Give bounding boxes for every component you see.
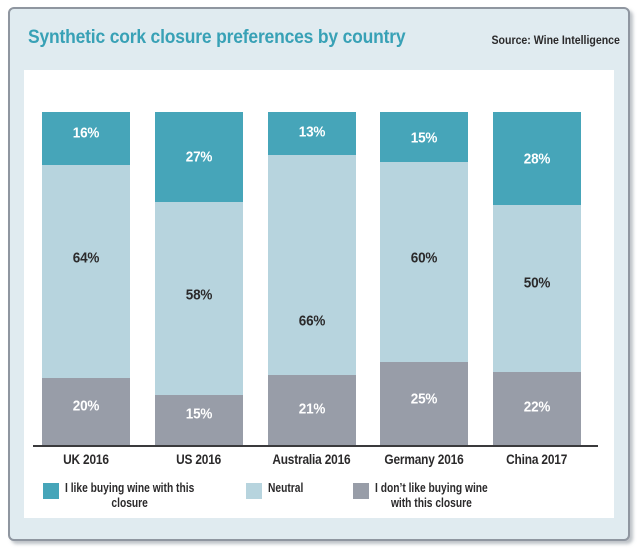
legend-item-dislike: I don’t like buying wine with this closu… [353,481,513,511]
x-axis-label-text: Germany 2016 [384,452,464,467]
legend-label-line: closure [111,496,148,510]
segment-dislike: 22% [493,371,581,445]
page-title: Synthetic cork closure preferences by co… [28,27,406,48]
segment-value-label: 15% [185,405,213,423]
bar-china-2017: 28% 50% 22% [493,112,581,445]
bar-germany-2016: 15% 60% 25% [380,112,469,445]
x-axis-label: UK 2016 [42,452,130,467]
segment-dislike: 15% [154,395,243,445]
segment-dislike: 25% [380,361,469,445]
segment-like: 16% [42,112,130,166]
legend-swatch-neutral [246,483,262,499]
segment-value-label: 16% [72,124,100,142]
legend-swatch-dislike [353,483,369,499]
chart-panel: 16% 64% 20% 27% 58% 15% 13% 66% 21% 15% 60% 25% 28% 5… [24,70,614,518]
legend-label-line: Neutral [268,481,304,495]
segment-value-label: 13% [298,123,325,141]
x-axis-label-text: US 2016 [176,452,222,467]
x-axis-label-text: UK 2016 [63,452,109,467]
segment-value-label: 20% [72,397,100,415]
bar-uk-2016: 16% 64% 20% [42,112,130,445]
x-axis-label-text: China 2017 [506,452,568,467]
source-label: Source: Wine Intelligence [491,33,620,47]
x-axis-label: Australia 2016 [268,452,356,467]
x-axis-label: US 2016 [155,452,243,467]
segment-value-label: 64% [72,249,100,267]
bar-us-2016: 27% 58% 15% [154,112,243,445]
segment-like: 13% [267,112,356,156]
segment-neutral: 66% [267,155,356,376]
legend-swatch-like [43,483,59,499]
segment-like: 28% [493,112,581,206]
segment-value-label: 21% [298,400,325,418]
segment-value-label: 27% [185,148,213,166]
x-axis-label-text: Australia 2016 [272,452,351,467]
segment-value-label: 22% [523,398,551,416]
segment-neutral: 64% [42,165,130,379]
x-axis-label: Germany 2016 [380,452,468,467]
x-axis-line [33,445,598,447]
legend-label-line: with this closure [390,496,472,510]
segment-like: 27% [154,112,243,202]
segment-like: 15% [380,112,469,162]
segment-neutral: 58% [154,201,243,396]
x-axis-label: China 2017 [493,452,581,467]
legend-item-like: I like buying wine with this closure [43,481,223,511]
legend-label-dislike: I don’t like buying wine with this closu… [375,481,488,511]
segment-value-label: 58% [185,286,213,304]
segment-value-label: 28% [523,150,551,168]
segment-value-label: 60% [411,249,438,267]
segment-value-label: 15% [411,129,438,147]
segment-dislike: 21% [267,375,356,445]
segment-neutral: 50% [493,205,581,372]
legend-label-neutral: Neutral [268,481,303,496]
segment-value-label: 66% [298,312,325,330]
plot-area: 16% 64% 20% 27% 58% 15% 13% 66% 21% 15% 60% 25% 28% 5… [42,112,581,445]
x-axis-labels: UK 2016 US 2016 Australia 2016 Germany 2016… [42,452,581,467]
legend-item-neutral: Neutral [246,481,311,499]
legend-label-line: I like buying wine with this [65,481,195,495]
chart-card: Synthetic cork closure preferences by co… [8,7,630,541]
segment-neutral: 60% [380,161,469,362]
segment-value-label: 50% [523,274,551,292]
segment-dislike: 20% [42,378,130,445]
bar-australia-2016: 13% 66% 21% [267,112,356,445]
legend-label-line: I don’t like buying wine [375,481,488,495]
segment-value-label: 25% [411,390,438,408]
legend-label-like: I like buying wine with this closure [65,481,194,511]
